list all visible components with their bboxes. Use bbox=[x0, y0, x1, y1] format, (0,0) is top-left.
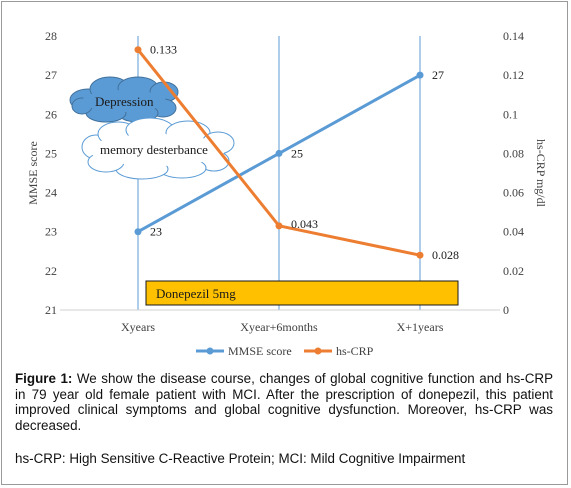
data-label: 23 bbox=[150, 225, 162, 239]
donepezil-box: Donepezil 5mg bbox=[145, 280, 459, 306]
x-tick-label: Xyear+6months bbox=[240, 320, 318, 334]
y-tick-label: 27 bbox=[45, 68, 57, 82]
y2-tick-label: 0.04 bbox=[503, 225, 524, 239]
memory-label: memory desterbance bbox=[100, 142, 208, 157]
y-tick-label: 21 bbox=[45, 303, 57, 317]
caption-label: Figure 1: bbox=[15, 371, 73, 386]
y-axis-ticks: 21 22 23 24 25 26 27 28 bbox=[45, 29, 57, 317]
figure-caption: Figure 1: We show the disease course, ch… bbox=[15, 371, 553, 433]
legend-swatch-marker bbox=[314, 347, 322, 355]
data-point bbox=[416, 251, 424, 259]
y-tick-label: 22 bbox=[45, 264, 57, 278]
data-point bbox=[275, 222, 283, 230]
data-label: 0.028 bbox=[432, 248, 459, 262]
memory-cloud: memory desterbance bbox=[81, 117, 235, 180]
y-tick-label: 25 bbox=[45, 146, 57, 160]
legend: MMSE score hs-CRP bbox=[196, 344, 374, 358]
y2-tick-label: 0.1 bbox=[503, 107, 518, 121]
y2-tick-label: 0.14 bbox=[503, 29, 524, 43]
y2-tick-label: 0.12 bbox=[503, 68, 524, 82]
x-axis-ticks: Xyears Xyear+6months X+1years bbox=[121, 320, 444, 334]
y-tick-label: 26 bbox=[45, 107, 57, 121]
depression-label: Depression bbox=[95, 94, 154, 109]
y2-tick-label: 0.08 bbox=[503, 146, 524, 160]
data-point bbox=[134, 46, 142, 54]
legend-label: hs-CRP bbox=[336, 344, 374, 358]
y-tick-label: 23 bbox=[45, 225, 57, 239]
footnote: hs-CRP: High Sensitive C-Reactive Protei… bbox=[15, 451, 466, 466]
caption-text: We show the disease course, changes of g… bbox=[15, 371, 553, 433]
series-layer bbox=[134, 46, 424, 259]
y2-axis-label: hs-CRP mg/dl bbox=[534, 139, 548, 208]
y2-tick-label: 0.06 bbox=[503, 186, 524, 200]
chart: 21 22 23 24 25 26 27 28 0 0.02 0.04 0.06 0.08 0.1 0.1… bbox=[26, 29, 548, 358]
data-point bbox=[416, 71, 424, 79]
legend-swatch-marker bbox=[206, 347, 214, 355]
donepezil-label: Donepezil 5mg bbox=[156, 286, 236, 301]
data-point bbox=[275, 149, 283, 157]
legend-label: MMSE score bbox=[228, 344, 292, 358]
data-label: 25 bbox=[291, 146, 303, 160]
x-tick-label: X+1years bbox=[397, 320, 444, 334]
y-tick-label: 24 bbox=[45, 186, 57, 200]
data-label: 0.043 bbox=[291, 217, 318, 231]
data-label: 27 bbox=[432, 68, 444, 82]
y2-axis-ticks: 0 0.02 0.04 0.06 0.08 0.1 0.12 0.14 bbox=[503, 29, 524, 317]
data-labels: 23 25 27 0.133 0.043 0.028 bbox=[150, 43, 459, 263]
data-label: 0.133 bbox=[150, 43, 177, 57]
y2-tick-label: 0.02 bbox=[503, 264, 524, 278]
data-point bbox=[134, 228, 142, 236]
y-axis-label: MMSE score bbox=[26, 141, 40, 205]
depression-cloud: Depression bbox=[69, 76, 179, 123]
y2-tick-label: 0 bbox=[503, 303, 509, 317]
y-tick-label: 28 bbox=[45, 29, 57, 43]
x-tick-label: Xyears bbox=[121, 320, 155, 334]
